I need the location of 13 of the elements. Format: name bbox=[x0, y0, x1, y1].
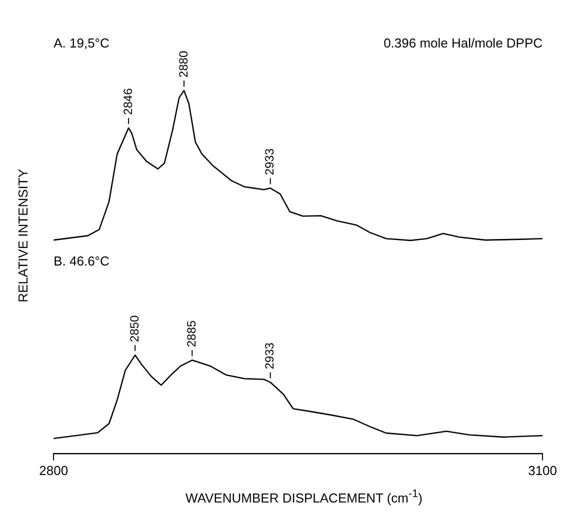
text: A. 19,5°C bbox=[54, 36, 110, 51]
annotation: 2885 bbox=[184, 320, 198, 348]
annotation: 2846 bbox=[120, 88, 135, 115]
annotation: 2880 bbox=[176, 50, 190, 78]
annotation: 2850 bbox=[127, 315, 142, 342]
x-axis-title: WAVENUMBER DISPLACEMENT (cm$^{-1}$) bbox=[184, 488, 424, 506]
y-axis-title: RELATIVE INTENSITY bbox=[15, 168, 30, 302]
annotation: B. 46.6°C bbox=[54, 253, 110, 268]
x-tick-label: 3100 bbox=[528, 462, 557, 478]
annotation: 2933 bbox=[262, 342, 277, 370]
annotation: 2933 bbox=[262, 148, 277, 176]
text: 0.396 mole Hal/mole DPPC bbox=[384, 36, 543, 51]
x-tick-label: 2800 bbox=[39, 462, 68, 478]
